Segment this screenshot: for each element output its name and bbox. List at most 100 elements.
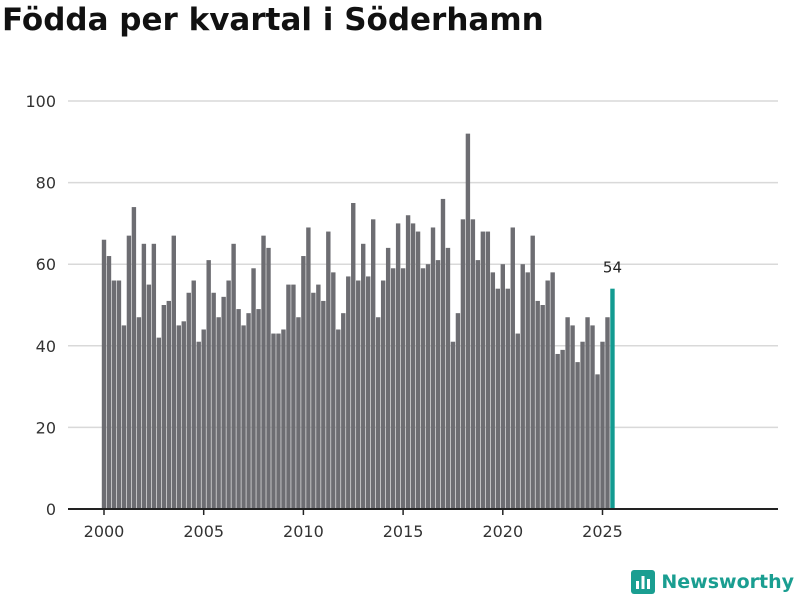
bar: [450, 341, 456, 509]
x-tick-label: 2010: [283, 522, 324, 541]
bar: [385, 247, 391, 509]
bar: [121, 325, 127, 509]
bar: [600, 341, 605, 509]
bar: [366, 276, 371, 509]
bar: [605, 317, 610, 509]
bar: [400, 268, 406, 509]
bar: [480, 231, 486, 509]
bar: [231, 243, 236, 510]
bar: [585, 317, 590, 509]
bar: [341, 313, 346, 509]
bar: [565, 317, 570, 509]
bar: [445, 247, 451, 509]
bar: [440, 198, 446, 510]
bar: [246, 313, 251, 509]
bar: [156, 337, 162, 509]
bar: [356, 280, 361, 509]
last-value-label: 54: [603, 259, 622, 277]
bar: [276, 333, 281, 509]
bar: [151, 243, 157, 510]
bar-highlight: [610, 288, 615, 509]
x-tick-label: 2025: [582, 522, 623, 541]
bar: [505, 288, 510, 509]
x-tick-label: 2020: [482, 522, 523, 541]
y-tick-label: 60: [36, 255, 56, 274]
brand: Newsworthy: [631, 570, 794, 594]
bar: [370, 219, 376, 509]
bar: [500, 264, 505, 509]
bar: [390, 268, 396, 509]
bar: [555, 353, 560, 509]
bar: [126, 235, 132, 509]
bar: [211, 292, 216, 509]
bar: [540, 305, 545, 509]
bar: [111, 280, 117, 509]
bar: [520, 264, 525, 509]
bar: [266, 247, 271, 509]
bar: [316, 284, 321, 509]
bar: [525, 272, 530, 509]
bar: [241, 325, 246, 509]
bar: [286, 284, 291, 509]
x-tick-label: 2000: [84, 522, 125, 541]
bar: [405, 215, 411, 510]
bar: [306, 227, 311, 510]
bar: [410, 223, 416, 509]
bar: [236, 309, 241, 509]
bar: [131, 207, 137, 509]
bar: [186, 292, 191, 509]
bar: [550, 272, 555, 509]
bar: [420, 268, 426, 509]
bar: [331, 272, 336, 509]
bar: [351, 203, 356, 509]
y-tick-label: 80: [36, 174, 56, 193]
bar: [595, 374, 600, 509]
bar: [101, 239, 107, 509]
newsworthy-logo-icon: [631, 570, 656, 594]
bar: [361, 243, 366, 510]
y-tick-label: 40: [36, 337, 56, 356]
bar: [106, 256, 112, 509]
bar: [261, 235, 266, 509]
bar: [206, 260, 211, 509]
bar: [455, 313, 461, 509]
bar: [326, 231, 331, 509]
bar: [346, 276, 351, 509]
bar: [415, 231, 421, 509]
bar: [470, 219, 476, 509]
bar: [580, 341, 585, 509]
bar: [181, 321, 186, 509]
bar: [515, 333, 520, 509]
bar: [146, 284, 152, 509]
chart-title: Födda per kvartal i Söderhamn: [2, 2, 544, 38]
bar: [191, 280, 196, 509]
bar: [560, 349, 565, 509]
bar: [296, 317, 301, 509]
bar: [256, 309, 261, 509]
bar: [271, 333, 276, 509]
bar: [176, 325, 181, 509]
bar: [575, 362, 580, 509]
y-tick-label: 100: [25, 92, 56, 111]
x-tick-label: 2005: [183, 522, 224, 541]
bar: [465, 133, 471, 509]
bar: [395, 223, 401, 509]
bar: [375, 317, 381, 509]
bar: [226, 280, 231, 509]
bar: [535, 300, 540, 509]
bar: [161, 305, 167, 509]
bar: [336, 329, 341, 509]
bar: [460, 219, 466, 509]
bar: [171, 235, 176, 509]
bar: [116, 280, 122, 509]
bar: [166, 300, 172, 509]
bar: [495, 288, 501, 509]
bar: [435, 260, 441, 509]
bar: [201, 329, 206, 509]
y-tick-label: 20: [36, 418, 56, 437]
bar: [216, 317, 221, 509]
bar: [570, 325, 575, 509]
y-tick-label: 0: [46, 500, 56, 519]
bar: [311, 292, 316, 509]
bar: [196, 341, 201, 509]
